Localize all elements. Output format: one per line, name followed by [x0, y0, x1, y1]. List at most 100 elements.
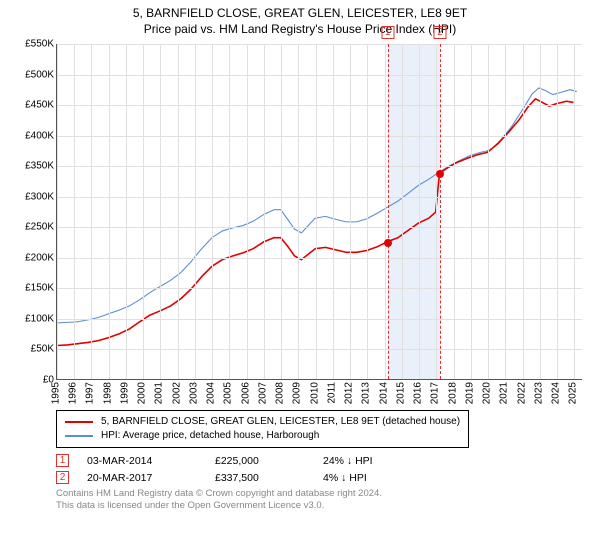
note-marker: 1: [56, 454, 69, 467]
vgrid-line: [557, 44, 558, 379]
legend-row: HPI: Average price, detached house, Harb…: [65, 429, 460, 443]
y-tick-label: £250K: [25, 222, 54, 233]
x-tick-label: 2009: [292, 382, 303, 404]
x-tick-label: 1999: [119, 382, 130, 404]
x-tick-label: 2023: [533, 382, 544, 404]
vgrid-line: [160, 44, 161, 379]
x-tick-label: 2011: [326, 382, 337, 404]
vgrid-line: [471, 44, 472, 379]
x-tick-label: 2024: [551, 382, 562, 404]
footer: Contains HM Land Registry data © Crown c…: [56, 488, 588, 512]
y-tick-label: £200K: [25, 252, 54, 263]
vgrid-line: [143, 44, 144, 379]
y-tick-label: £50K: [31, 344, 54, 355]
event-marker: 2: [434, 26, 447, 39]
x-tick-label: 2002: [171, 382, 182, 404]
x-tick-label: 2021: [499, 382, 510, 404]
x-tick-label: 1998: [102, 382, 113, 404]
note-row: 2 20-MAR-2017 £337,500 4% ↓ HPI: [56, 471, 588, 484]
chart-area: £0£50K£100K£150K£200K£250K£300K£350K£400…: [12, 44, 588, 404]
vgrid-line: [126, 44, 127, 379]
note-price: £337,500: [215, 472, 305, 484]
x-tick-label: 2005: [223, 382, 234, 404]
vgrid-line: [402, 44, 403, 379]
x-tick-label: 1995: [51, 382, 62, 404]
titles: 5, BARNFIELD CLOSE, GREAT GLEN, LEICESTE…: [12, 6, 588, 36]
x-tick-label: 1996: [68, 382, 79, 404]
hgrid-line: [57, 349, 582, 350]
x-tick-label: 2010: [309, 382, 320, 404]
hgrid-line: [57, 288, 582, 289]
x-tick-label: 2004: [206, 382, 217, 404]
vgrid-line: [574, 44, 575, 379]
x-tick-label: 2007: [257, 382, 268, 404]
x-tick-label: 2025: [568, 382, 579, 404]
y-tick-label: £450K: [25, 100, 54, 111]
title-line-1: 5, BARNFIELD CLOSE, GREAT GLEN, LEICESTE…: [12, 6, 588, 20]
event-marker: 1: [381, 26, 394, 39]
vgrid-line: [419, 44, 420, 379]
vgrid-line: [488, 44, 489, 379]
hgrid-line: [57, 227, 582, 228]
footer-line-1: Contains HM Land Registry data © Crown c…: [56, 488, 588, 500]
vgrid-line: [229, 44, 230, 379]
x-tick-label: 2016: [413, 382, 424, 404]
vgrid-line: [316, 44, 317, 379]
vgrid-line: [212, 44, 213, 379]
x-tick-label: 2019: [464, 382, 475, 404]
hgrid-line: [57, 105, 582, 106]
legend-label: 5, BARNFIELD CLOSE, GREAT GLEN, LEICESTE…: [101, 415, 460, 429]
hgrid-line: [57, 319, 582, 320]
vgrid-line: [505, 44, 506, 379]
legend-label: HPI: Average price, detached house, Harb…: [101, 429, 319, 443]
x-axis: 1995199619971998199920002001200220032004…: [56, 380, 582, 404]
sale-dot: [436, 170, 444, 178]
vgrid-line: [436, 44, 437, 379]
x-tick-label: 2008: [275, 382, 286, 404]
x-tick-label: 2012: [344, 382, 355, 404]
chart-container: 5, BARNFIELD CLOSE, GREAT GLEN, LEICESTE…: [0, 0, 600, 560]
vgrid-line: [367, 44, 368, 379]
title-line-2: Price paid vs. HM Land Registry's House …: [12, 22, 588, 36]
x-tick-label: 2022: [516, 382, 527, 404]
vgrid-line: [264, 44, 265, 379]
vgrid-line: [195, 44, 196, 379]
legend-swatch: [65, 435, 93, 437]
vgrid-line: [298, 44, 299, 379]
footer-line-2: This data is licensed under the Open Gov…: [56, 500, 588, 512]
note-marker: 2: [56, 471, 69, 484]
legend: 5, BARNFIELD CLOSE, GREAT GLEN, LEICESTE…: [56, 410, 469, 448]
hgrid-line: [57, 44, 582, 45]
note-date: 20-MAR-2017: [87, 472, 197, 484]
vgrid-line: [247, 44, 248, 379]
vgrid-line: [178, 44, 179, 379]
x-tick-label: 2015: [395, 382, 406, 404]
y-tick-label: £100K: [25, 313, 54, 324]
hgrid-line: [57, 75, 582, 76]
event-line: [440, 44, 441, 379]
x-tick-label: 2003: [188, 382, 199, 404]
x-tick-label: 2017: [430, 382, 441, 404]
x-tick-label: 2013: [361, 382, 372, 404]
x-tick-label: 2000: [137, 382, 148, 404]
vgrid-line: [91, 44, 92, 379]
x-tick-label: 2006: [240, 382, 251, 404]
vgrid-line: [281, 44, 282, 379]
hgrid-line: [57, 258, 582, 259]
x-tick-label: 2014: [378, 382, 389, 404]
hgrid-line: [57, 136, 582, 137]
vgrid-line: [454, 44, 455, 379]
plot-area: 12: [56, 44, 582, 380]
vgrid-line: [385, 44, 386, 379]
y-tick-label: £300K: [25, 191, 54, 202]
vgrid-line: [74, 44, 75, 379]
y-tick-label: £150K: [25, 283, 54, 294]
vgrid-line: [523, 44, 524, 379]
sale-dot: [384, 239, 392, 247]
x-tick-label: 1997: [85, 382, 96, 404]
y-tick-label: £500K: [25, 69, 54, 80]
y-axis: £0£50K£100K£150K£200K£250K£300K£350K£400…: [12, 44, 56, 380]
x-tick-label: 2018: [447, 382, 458, 404]
note-delta: 4% ↓ HPI: [323, 472, 367, 484]
hgrid-line: [57, 166, 582, 167]
